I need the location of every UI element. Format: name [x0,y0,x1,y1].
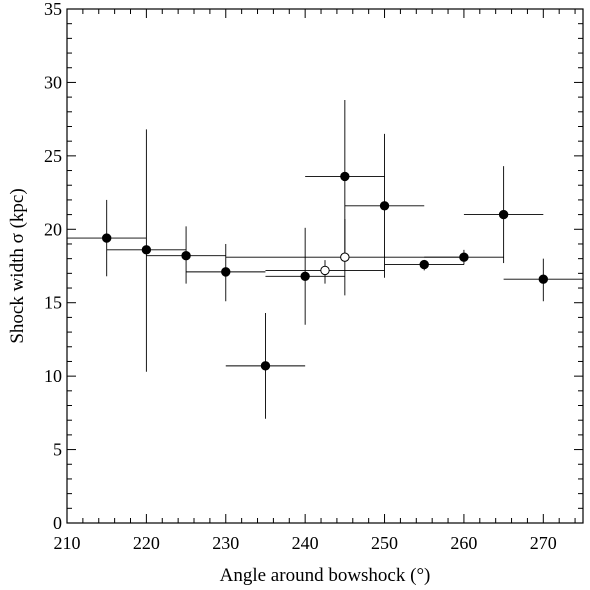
y-tick-label: 10 [44,366,62,386]
data-point-filled [181,251,191,261]
plot-frame [66,8,584,524]
data-point-filled [498,209,509,220]
x-tick-label: 240 [292,533,319,553]
y-tick-label: 20 [44,219,62,239]
error-bars [67,100,583,419]
y-tick-label: 30 [44,72,62,92]
data-point-filled [101,233,112,243]
x-tick-labels: 210 220 230 240 250 260 270 [54,533,557,553]
data-point-filled [459,252,469,262]
x-tick-label: 210 [54,533,81,553]
data-markers [101,171,549,371]
y-tick-label: 5 [53,440,62,460]
y-tick-label: 0 [53,513,62,533]
x-tick-label: 270 [530,533,557,553]
x-tick-label: 230 [212,533,239,553]
x-tick-label: 250 [371,533,398,553]
data-point-filled [419,259,429,270]
y-tick-label: 25 [44,146,62,166]
x-tick-label: 260 [450,533,477,553]
data-point-filled [538,274,549,284]
y-tick-labels: 0 5 10 15 20 25 30 35 [44,0,62,533]
y-tick-label: 15 [44,293,62,313]
data-point-filled [221,267,231,277]
y-tick-label: 35 [44,0,62,19]
x-tick-label: 220 [133,533,160,553]
data-point-filled [340,171,350,182]
data-point-open [340,252,350,262]
data-point-open [320,265,330,276]
y-axis-title: Shock width σ (kpc) [7,188,28,343]
data-point-filled [141,245,152,255]
x-axis-title: Angle around bowshock (°) [220,565,431,586]
data-point-filled [260,361,271,371]
data-point-filled [300,271,310,281]
data-point-filled [379,201,390,211]
